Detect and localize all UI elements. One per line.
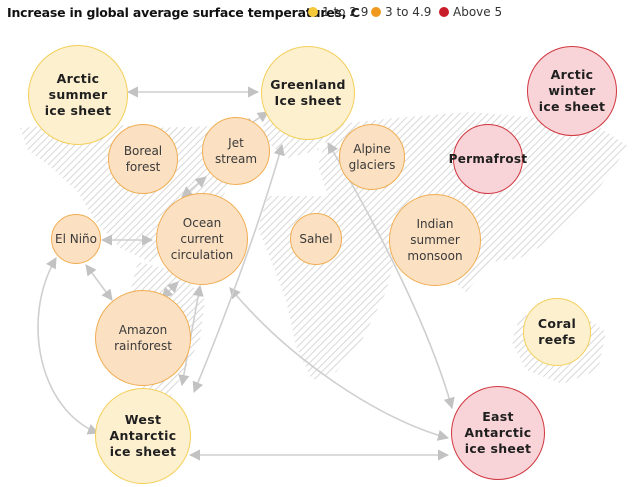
legend-swatch-red [439,7,449,17]
node-el-nino: El Niño [51,214,101,264]
node-sahel: Sahel [290,213,342,265]
node-jet-stream: Jet stream [202,117,270,185]
node-arctic-winter-ice-sheet: Arctic winter ice sheet [527,46,617,136]
node-ocean-current-circulation: Ocean current circulation [156,193,248,285]
node-label: Arctic winter ice sheet [538,67,606,114]
diagram-title: Increase in global average surface tempe… [7,5,360,20]
legend-swatch-orange [371,7,381,17]
link-elnino-amazon [85,264,113,301]
node-label: Permafrost [448,152,528,166]
node-label: Greenland Ice sheet [270,77,346,108]
node-label: Indian summer monsoon [407,217,463,263]
node-label: Arctic summer ice sheet [44,71,112,118]
node-boreal-forest: Boreal forest [108,124,178,194]
legend-swatch-yellow [308,7,318,17]
node-label: Alpine glaciers [348,142,396,172]
node-label: Jet stream [214,136,258,166]
node-label: West Antarctic ice sheet [109,412,177,459]
link-elnino-west-antarctic [37,257,100,435]
node-indian-summer-monsoon: Indian summer monsoon [389,194,481,286]
node-west-antarctic-ice-sheet: West Antarctic ice sheet [95,388,191,484]
node-alpine-glaciers: Alpine glaciers [339,124,405,190]
node-permafrost: Permafrost [449,124,527,194]
node-east-antarctic-ice-sheet: East Antarctic ice sheet [451,386,545,480]
legend-item-mid: 3 to 4.9 [371,5,431,19]
legend-label-high: Above 5 [453,5,503,19]
legend-label-low: 1 to 2.9 [322,5,369,19]
node-label: Coral reefs [537,316,577,347]
node-label: Boreal forest [123,144,163,174]
link-greenland-west-antarctic [192,143,285,394]
node-label: Ocean current circulation [170,216,234,262]
legend-item-high: Above 5 [439,5,502,19]
node-label: El Niño [55,232,97,246]
node-label: Amazon rainforest [114,323,172,353]
node-arctic-summer-ice-sheet: Arctic summer ice sheet [28,45,128,145]
node-label: East Antarctic ice sheet [464,409,532,456]
node-amazon-rainforest: Amazon rainforest [95,290,191,386]
legend-item-low: 1 to 2.9 [308,5,368,19]
node-greenland-ice-sheet: Greenland Ice sheet [261,46,355,140]
node-label: Sahel [299,232,333,246]
legend-label-mid: 3 to 4.9 [385,5,432,19]
node-coral-reefs: Coral reefs [523,298,591,366]
